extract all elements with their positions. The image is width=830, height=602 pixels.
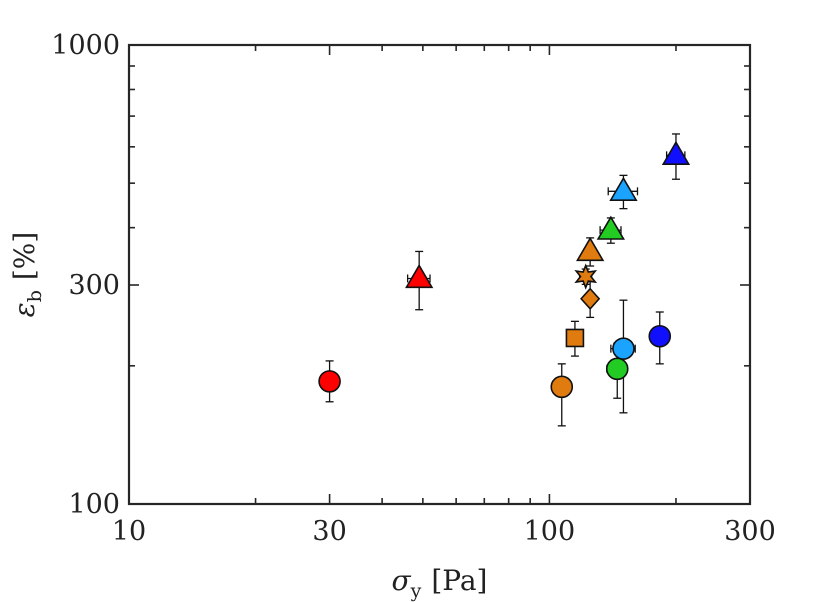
x-tick-label: 30 [312,516,346,547]
x-axis-unit: [Pa] [431,564,487,597]
star-marker [574,263,598,290]
errorbars-layer [322,133,686,427]
x-tick-label: 100 [524,516,576,547]
y-tick-label: 1000 [51,30,120,61]
x-tick-label: 10 [112,516,146,547]
y-axis-subscript: b [24,290,46,302]
triangle-marker [576,236,605,262]
circle-marker [318,370,341,393]
y-axis-symbol: ε [8,302,41,317]
circle-marker [605,357,629,381]
triangle-marker [661,140,691,165]
y-tick-label: 300 [68,270,120,301]
plot-frame [127,43,752,506]
labels-layer: 10 30 100 300 100 300 1000 σy [Pa] εb [%] [8,30,776,602]
x-tick-label: 300 [724,516,776,547]
y-tick-label: 100 [68,489,120,520]
y-axis-label: εb [%] [8,232,46,318]
triangle-marker [596,215,625,240]
triangle-marker [405,263,434,289]
circle-marker [612,337,635,360]
circle-marker [550,375,574,399]
x-axis-label: σy [Pa] [392,564,488,602]
square-marker [565,328,585,348]
diamond-marker [580,287,601,310]
x-axis-subscript: y [410,580,422,602]
y-axis-unit: [%] [8,232,41,280]
triangle-marker [609,176,638,201]
circle-marker [648,324,672,348]
ticks-layer [128,44,751,505]
markers-layer [318,140,691,399]
x-axis-symbol: σ [392,564,412,597]
